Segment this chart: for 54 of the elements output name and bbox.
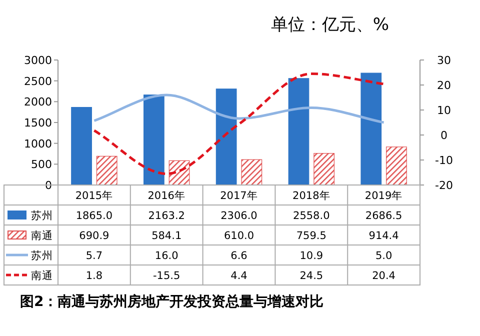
bar — [96, 156, 118, 186]
data-label: 610.0 — [224, 230, 254, 242]
data-label: 690.9 — [79, 230, 110, 242]
data-label: 584.1 — [152, 230, 182, 242]
data-label: 10.9 — [300, 250, 324, 262]
bar — [360, 72, 382, 186]
x-tick-label: 2018年 — [292, 190, 330, 202]
y2-tick-label: 30 — [437, 54, 451, 67]
legend-label: 南通 — [31, 229, 53, 242]
data-label: 24.5 — [300, 270, 324, 282]
x-tick-label: 2019年 — [364, 190, 403, 202]
data-label: 20.4 — [372, 270, 396, 282]
y2-tick-label: 10 — [437, 104, 451, 117]
x-tick-label: 2016年 — [148, 190, 186, 202]
legend-label: 苏州 — [31, 249, 53, 262]
data-label: 1865.0 — [76, 210, 113, 222]
data-label: 914.4 — [368, 230, 400, 242]
y2-tick-label: 20 — [437, 79, 451, 92]
y2-tick-label: -20 — [435, 179, 453, 192]
y-tick-label: 2000 — [24, 96, 52, 109]
data-label: 2686.5 — [365, 210, 402, 222]
data-label: 4.4 — [230, 270, 248, 282]
data-label: 2306.0 — [220, 210, 258, 222]
y2-tick-label: -10 — [435, 154, 453, 167]
y-tick-label: 3000 — [24, 54, 52, 67]
bar — [71, 106, 92, 186]
data-label: 2163.2 — [148, 210, 185, 222]
y-tick-label: 1000 — [24, 137, 52, 150]
y-tick-label: 500 — [31, 158, 52, 172]
legend-label: 苏州 — [31, 209, 53, 222]
data-label: 1.8 — [86, 270, 103, 282]
bar — [314, 153, 335, 186]
x-tick-label: 2015年 — [75, 190, 114, 202]
legend-label: 南通 — [31, 269, 53, 282]
data-label: 5.0 — [375, 250, 392, 262]
bar — [216, 88, 237, 186]
text: 图2：南通与苏州房地产开发投资总量与增速对比 — [20, 293, 324, 310]
y-tick-label: 1500 — [24, 116, 52, 130]
y-tick-label: 2500 — [24, 74, 52, 88]
bar — [386, 146, 407, 186]
bar — [288, 78, 310, 186]
data-label: 2558.0 — [293, 210, 330, 222]
bar — [241, 159, 262, 186]
data-label: 16.0 — [154, 250, 178, 262]
line-series — [92, 72, 386, 175]
bar — [143, 94, 164, 186]
x-tick-label: 2017年 — [220, 190, 258, 202]
data-label: -15.5 — [153, 270, 180, 282]
data-label: 759.5 — [296, 230, 326, 242]
line-series — [92, 94, 386, 124]
y2-tick-label: 0 — [440, 129, 448, 142]
data-label: 5.7 — [86, 250, 103, 262]
data-label: 6.6 — [230, 250, 248, 262]
chart-subtitle: 单位：亿元、% — [270, 15, 390, 35]
